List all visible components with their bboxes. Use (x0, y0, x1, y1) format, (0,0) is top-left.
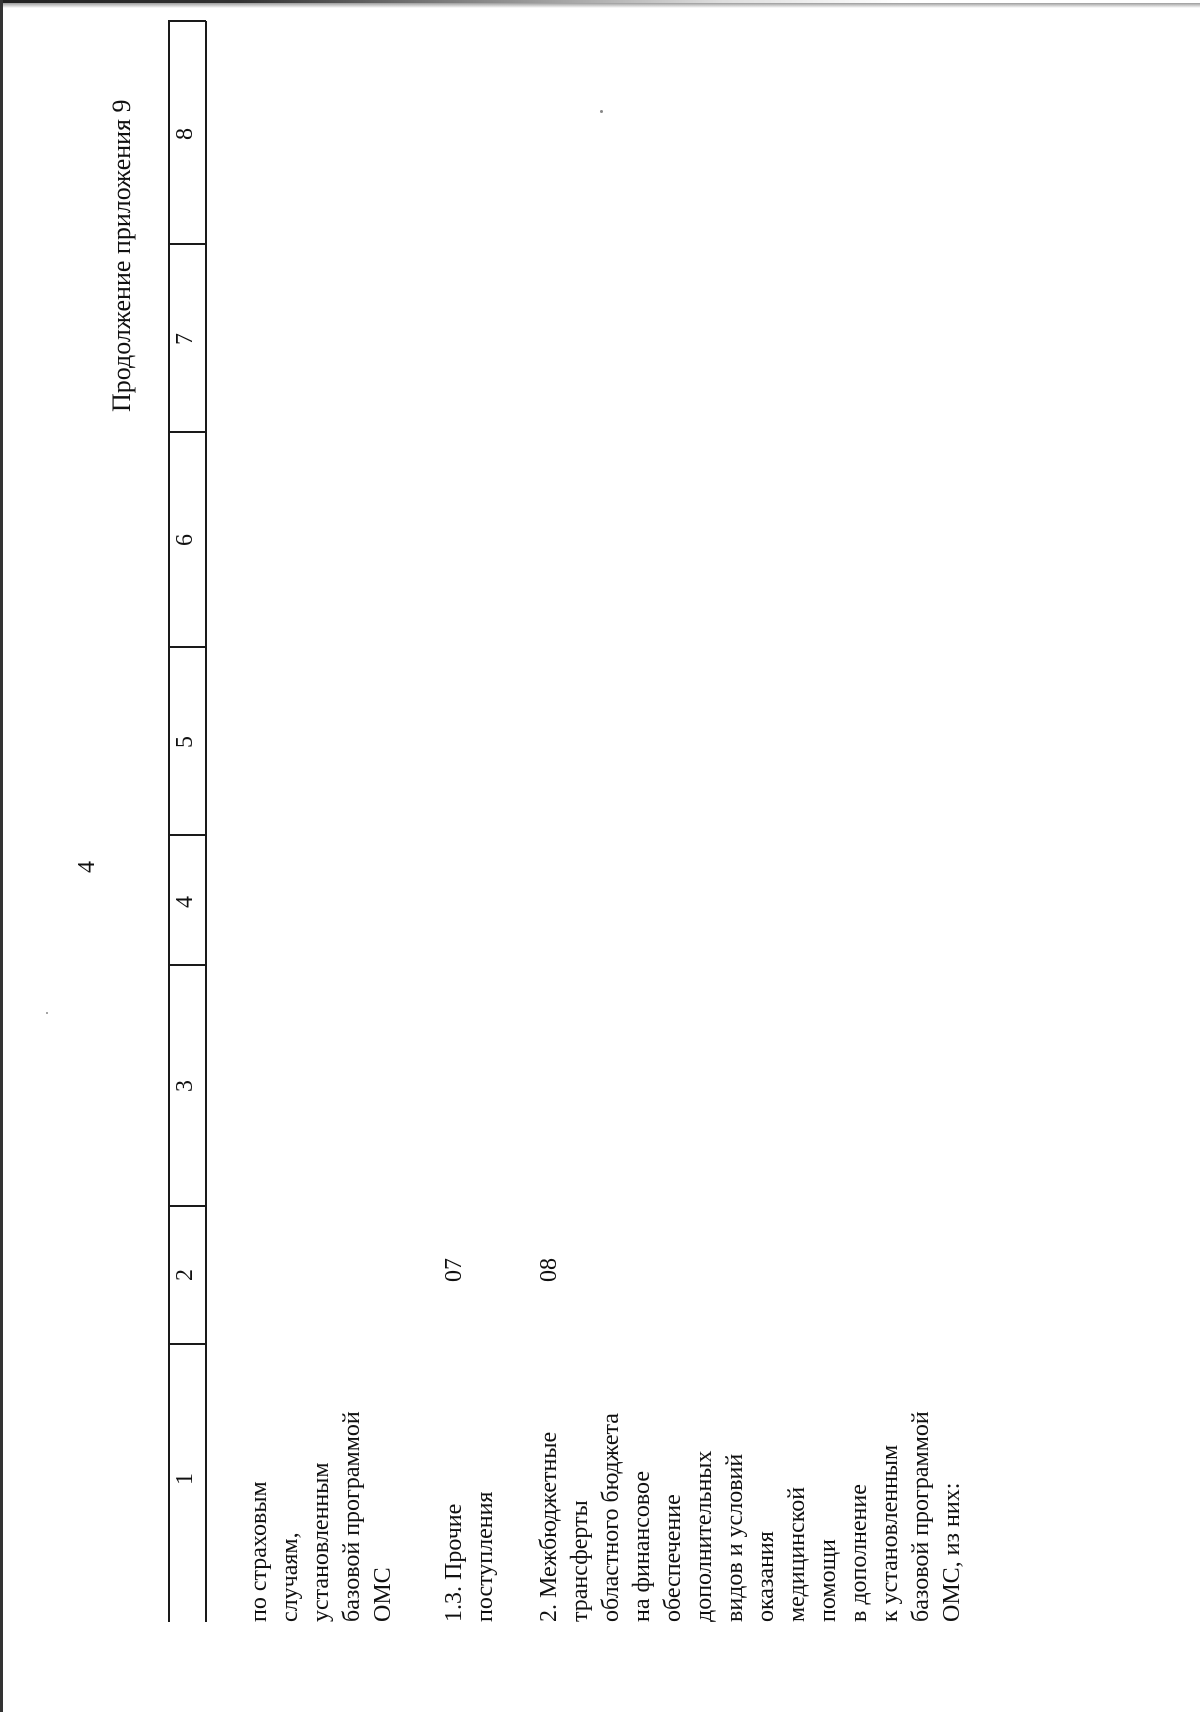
column-number: 6 (172, 534, 198, 546)
column-divider (168, 1205, 206, 1207)
column-number: 3 (172, 1080, 198, 1092)
table-top-border (168, 21, 170, 1622)
page-number: 4 (74, 861, 100, 873)
row-label: 1.3. Прочие поступления (441, 1491, 498, 1622)
continuation-label: Продолжение приложения 9 (107, 99, 136, 412)
scan-edge-left (0, 0, 3, 1712)
column-number: 4 (172, 896, 198, 908)
column-number: 1 (172, 1473, 198, 1485)
column-divider (168, 1343, 206, 1345)
column-number: 5 (172, 736, 198, 748)
column-number: 2 (172, 1269, 198, 1281)
row-label: 2. Межбюджетные трансферты областного бю… (536, 1411, 965, 1622)
row-code: 07 (441, 1258, 467, 1282)
row-code: 08 (536, 1258, 562, 1282)
scan-edge-top (0, 0, 1200, 8)
column-divider (168, 431, 206, 433)
table-right-border (168, 20, 206, 22)
column-divider (168, 834, 206, 836)
row-label: по страховым случаям, установленным базо… (246, 1411, 396, 1622)
column-divider (168, 646, 206, 648)
column-number: 8 (172, 128, 198, 140)
column-divider (168, 243, 206, 245)
scan-speck (46, 1012, 48, 1014)
scan-speck (600, 110, 603, 113)
column-divider (168, 964, 206, 966)
column-number: 7 (172, 333, 198, 345)
table-header-bottom-border (205, 21, 207, 1622)
